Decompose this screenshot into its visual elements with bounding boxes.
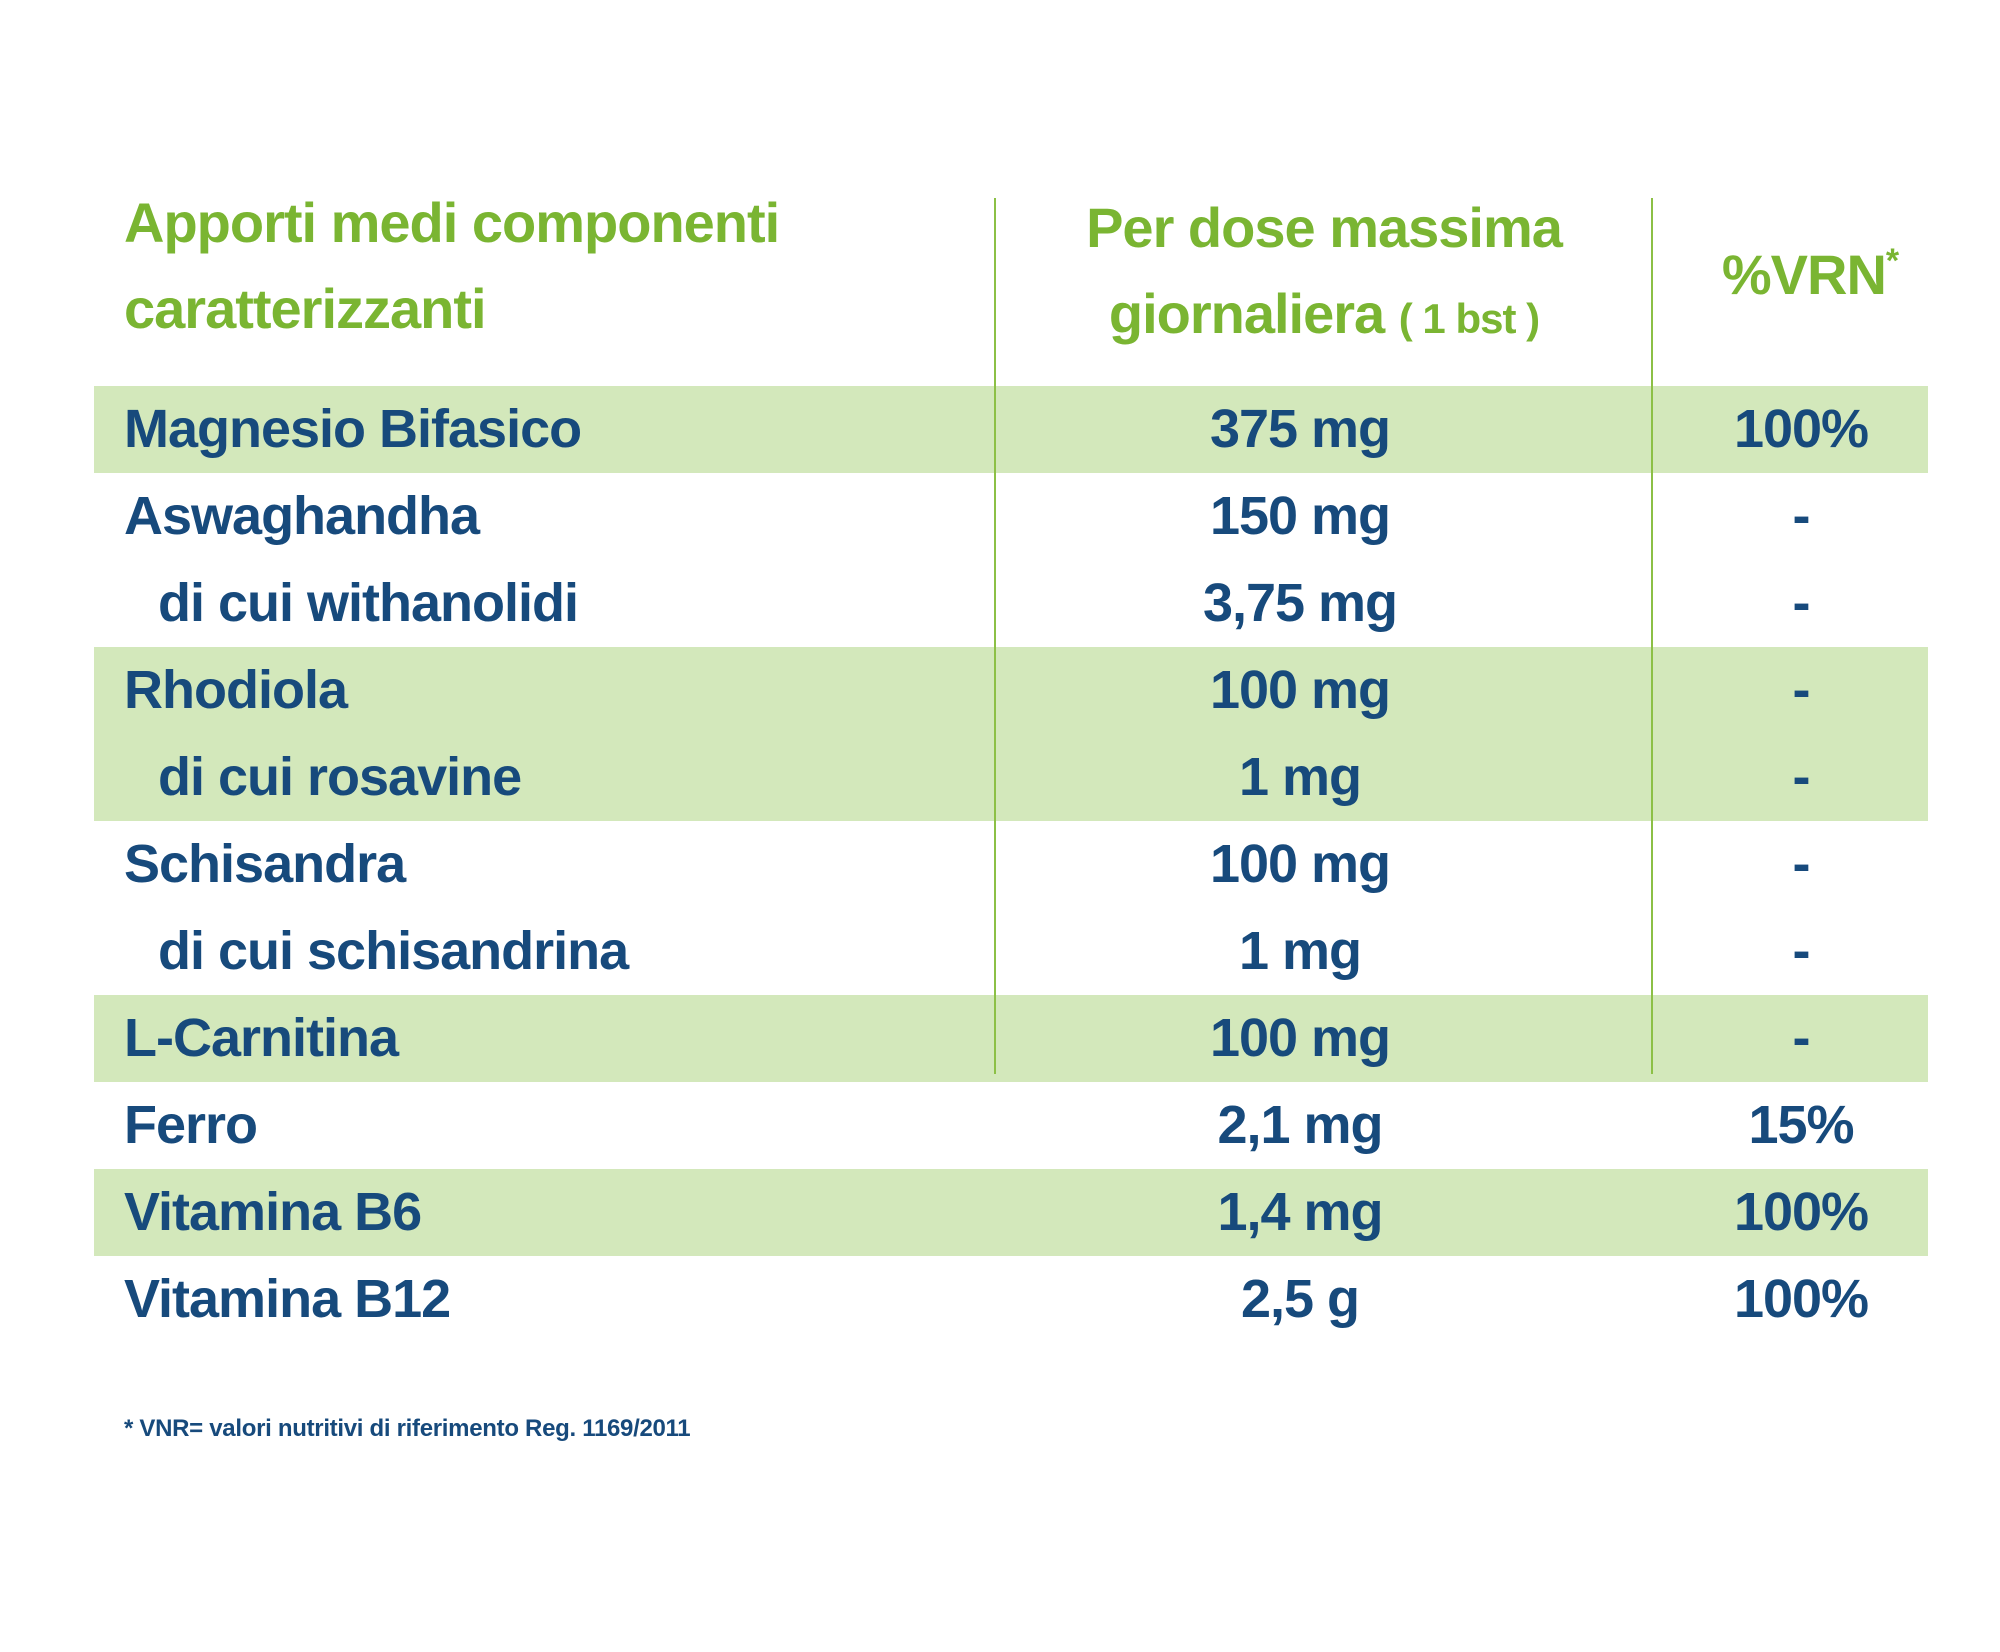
header-dose-line1: Per dose massima [1086,196,1563,259]
table-row: Aswaghandha 150 mg - [94,473,1928,560]
row-subcomponent-name: di cui rosavine [158,747,522,807]
table-row: di cui rosavine 1 mg - [94,734,1928,821]
row-dose-value: 2,1 mg [1217,1095,1383,1155]
table-row: Rhodiola 100 mg - [94,647,1928,734]
table-body: Magnesio Bifasico 375 mg 100% Aswaghandha 15… [94,386,1928,1343]
row-dose-value: 1 mg [1238,921,1362,981]
row-dose-value: 100 mg [1209,660,1391,720]
row-dose-value: 3,75 mg [1202,573,1398,633]
header-dose-suffix: ( 1 bst ) [1398,295,1540,342]
row-subcomponent-name: di cui withanolidi [158,573,579,633]
row-dose-value: 1,4 mg [1217,1182,1383,1242]
row-vrn-value: - [1792,486,1811,546]
header-components: Apporti medi componenti caratterizzanti [124,180,984,352]
table-row: Magnesio Bifasico 375 mg 100% [94,386,1928,473]
column-divider-2 [1651,198,1653,1074]
row-component-name: L-Carnitina [124,1008,399,1068]
row-dose-value: 375 mg [1209,399,1391,459]
row-subcomponent-name: di cui schisandrina [158,921,629,981]
row-vrn-value: - [1792,747,1811,807]
row-vrn-value: 15% [1748,1095,1854,1155]
table-row: Vitamina B12 2,5 g 100% [94,1256,1928,1343]
row-vrn-value: 100% [1733,1182,1869,1242]
row-component-name: Aswaghandha [124,486,480,546]
table-row: di cui withanolidi 3,75 mg - [94,560,1928,647]
header-vrn: %VRN* [1660,218,1960,318]
row-component-name: Schisandra [124,834,406,894]
row-component-name: Rhodiola [124,660,348,720]
row-vrn-value: 100% [1733,1269,1869,1329]
header-dose: Per dose massima giornaliera ( 1 bst ) [994,185,1654,362]
header-dose-line2: giornaliera ( 1 bst ) [994,271,1654,362]
row-vrn-value: - [1792,1008,1811,1068]
row-vrn-value: - [1792,660,1811,720]
row-vrn-value: - [1792,573,1811,633]
row-dose-value: 100 mg [1209,834,1391,894]
header-vrn-asterisk: * [1885,242,1899,280]
row-vrn-value: - [1792,921,1811,981]
row-dose-value: 2,5 g [1240,1269,1360,1329]
row-component-name: Ferro [124,1095,258,1155]
header-components-line2: caratterizzanti [124,277,487,340]
footnote: * VNR= valori nutritivi di riferimento R… [124,1415,691,1442]
table-row: L-Carnitina 100 mg - [94,995,1928,1082]
row-dose-value: 1 mg [1238,747,1362,807]
table-row: Vitamina B6 1,4 mg 100% [94,1169,1928,1256]
row-dose-value: 100 mg [1209,1008,1391,1068]
row-dose-value: 150 mg [1209,486,1391,546]
header-components-line1: Apporti medi componenti [124,191,780,254]
table-row: Schisandra 100 mg - [94,821,1928,908]
table-row: Ferro 2,1 mg 15% [94,1082,1928,1169]
column-divider-1 [994,198,996,1074]
row-component-name: Vitamina B12 [124,1269,451,1329]
row-component-name: Magnesio Bifasico [124,399,582,459]
row-vrn-value: 100% [1733,399,1869,459]
header-vrn-label: %VRN [1721,243,1887,306]
table-row: di cui schisandrina 1 mg - [94,908,1928,995]
row-vrn-value: - [1792,834,1811,894]
row-component-name: Vitamina B6 [124,1182,422,1242]
header-dose-line2-text: giornaliera [1108,282,1385,345]
